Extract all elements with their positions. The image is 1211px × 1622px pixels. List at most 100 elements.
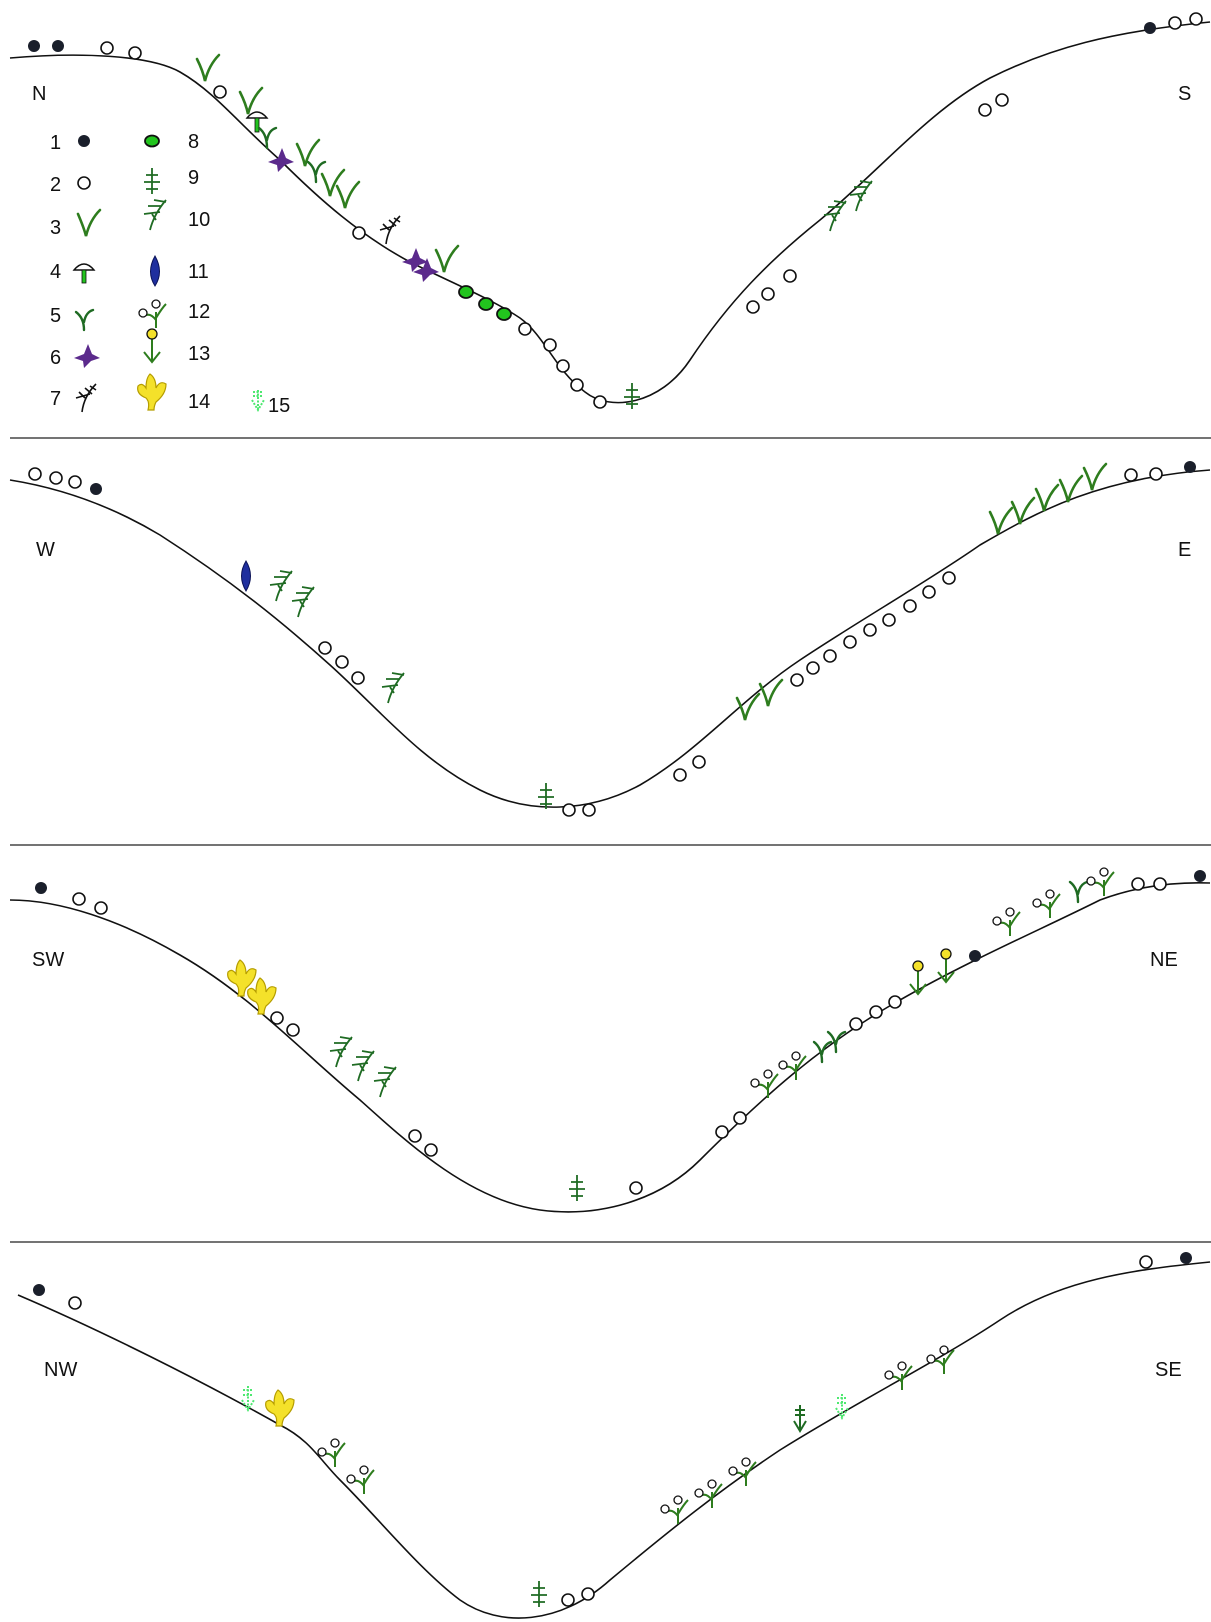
panel-w-e: W E [9, 469, 1211, 846]
light-stone-icon [1153, 877, 1167, 891]
legend-item-4: 4 [50, 261, 96, 284]
small-fir-icon [144, 168, 160, 194]
yellow-flower-plant-icon [937, 948, 955, 984]
legend-number: 5 [50, 305, 61, 327]
light-stone-icon [715, 1125, 729, 1139]
direction-label-right: SE [1155, 1359, 1182, 1381]
panel-n-s: N S [9, 21, 1211, 439]
light-stone-icon [581, 1587, 595, 1601]
light-stone-icon [1124, 468, 1138, 482]
grass-tuft-icon [238, 86, 264, 115]
grass-tuft-icon [1010, 496, 1036, 525]
light-stone-icon [318, 641, 332, 655]
violet-flower-icon [402, 248, 428, 272]
fern-icon [291, 586, 315, 618]
light-green-horsetail-icon [835, 1394, 849, 1420]
white-flower-plant-icon [1032, 889, 1061, 918]
light-stone-icon [213, 85, 227, 99]
dark-stone-icon [78, 135, 90, 147]
legend-number: 2 [50, 174, 61, 196]
light-stone-icon [543, 338, 557, 352]
light-green-horsetail-icon [241, 1386, 255, 1412]
grass-tuft-icon [76, 208, 102, 237]
legend-number: 10 [188, 209, 210, 231]
small-fir-icon [538, 783, 554, 809]
fern-icon [849, 180, 873, 212]
dark-stone-icon [1194, 870, 1206, 882]
yellow-flower-plant-icon [143, 328, 161, 364]
light-stone-icon [806, 661, 820, 675]
light-stone-icon [888, 995, 902, 1009]
light-stone-icon [1131, 877, 1145, 891]
legend-item-9: 9 [144, 167, 199, 194]
light-stone-icon [270, 1011, 284, 1025]
light-stone-icon [882, 613, 896, 627]
light-stone-icon [629, 1181, 643, 1195]
light-stone-icon [692, 755, 706, 769]
light-stone-icon [849, 1017, 863, 1031]
light-stone-icon [995, 93, 1009, 107]
light-stone-icon [561, 1593, 575, 1607]
light-stone-icon [903, 599, 917, 613]
legend-item-10: 10 [143, 199, 210, 231]
yellow-lobed-leaf-icon [265, 1389, 295, 1427]
light-stone-icon [28, 467, 42, 481]
direction-label-left: SW [32, 949, 64, 971]
light-stone-icon [518, 322, 532, 336]
grass-tuft-icon [735, 692, 761, 721]
light-stone-icon [761, 287, 775, 301]
legend-number: 6 [50, 347, 61, 369]
slope-profile-line [9, 469, 1211, 808]
grass-tuft-icon [758, 678, 784, 707]
light-stone-icon [1149, 467, 1163, 481]
legend-number: 14 [188, 391, 210, 413]
dry-twig-icon [379, 215, 401, 245]
blue-leaf-icon [150, 254, 160, 287]
light-stone-icon [823, 649, 837, 663]
white-flower-plant-icon [694, 1479, 723, 1508]
slope-profile-line [9, 21, 1211, 404]
grass-tuft-icon [320, 168, 346, 197]
light-stone-icon [1168, 16, 1182, 30]
direction-label-left: N [32, 83, 46, 105]
violet-flower-icon [413, 258, 439, 282]
green-moss-ball-icon [144, 134, 160, 148]
panel-nw-se: NW SE [17, 1261, 1211, 1619]
light-stone-icon [562, 803, 576, 817]
violet-flower-icon [268, 148, 294, 172]
white-flower-plant-icon [1086, 867, 1115, 896]
fern-icon [823, 200, 847, 232]
legend-item-7: 7 [50, 383, 97, 413]
legend-number: 3 [50, 217, 61, 239]
dark-stone-icon [52, 40, 64, 52]
legend-item-5: 5 [50, 305, 95, 332]
sprout-icon [812, 1040, 833, 1064]
light-stone-icon [783, 269, 797, 283]
light-stone-icon [922, 585, 936, 599]
light-stone-icon [100, 41, 114, 55]
fern-icon [351, 1050, 375, 1082]
legend-item-12: 12 [138, 299, 210, 328]
grass-tuft-icon [1034, 483, 1060, 512]
small-fir-icon [569, 1175, 585, 1201]
legend-number: 8 [188, 131, 199, 153]
fern-icon [329, 1036, 353, 1068]
dark-stone-icon [1184, 461, 1196, 473]
legend-item-13: 13 [143, 328, 210, 365]
light-stone-icon [408, 1129, 422, 1143]
light-stone-icon [286, 1023, 300, 1037]
light-stone-icon [746, 300, 760, 314]
fern-icon [381, 672, 405, 704]
direction-label-right: NE [1150, 949, 1178, 971]
grass-tuft-icon [335, 180, 361, 209]
legend-item-3: 3 [50, 208, 102, 239]
sprout-icon [306, 160, 327, 184]
white-flower-plant-icon [778, 1051, 807, 1080]
light-stone-icon [77, 176, 91, 190]
white-flower-plant-icon [660, 1495, 689, 1524]
white-flower-plant-icon [728, 1457, 757, 1486]
white-flower-plant-icon [884, 1361, 913, 1390]
light-stone-icon [556, 359, 570, 373]
direction-label-left: NW [44, 1359, 77, 1381]
